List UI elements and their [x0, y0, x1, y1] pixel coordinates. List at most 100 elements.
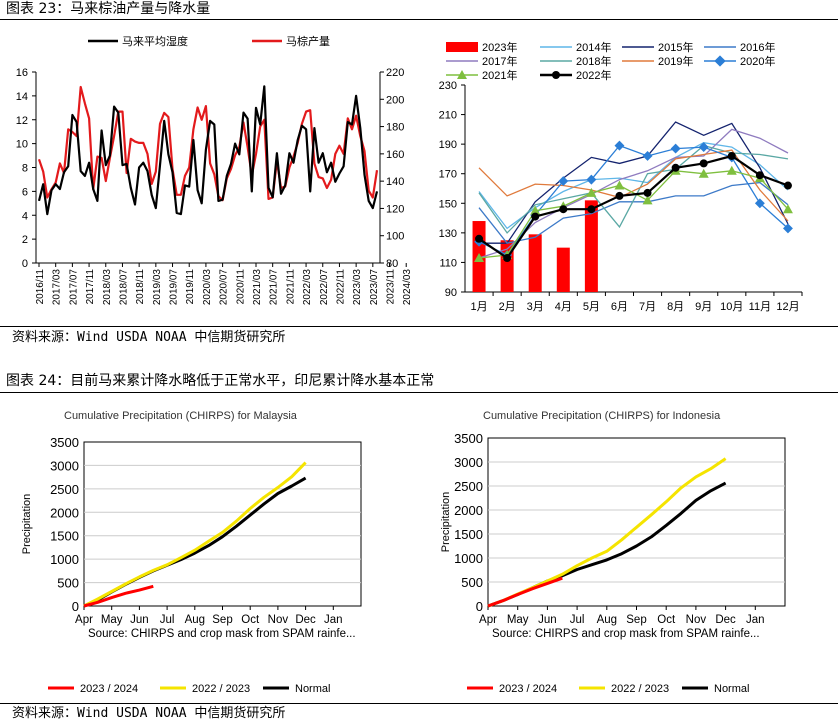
x-tick-label: 2017/03: [52, 269, 63, 306]
x-tick-label: 2022/03: [302, 269, 313, 306]
point-2022: [587, 205, 596, 214]
y-tick-label: 110: [439, 257, 457, 269]
point-2021: [782, 204, 793, 214]
x-tick-label: 4月: [555, 301, 572, 313]
series-line-2018年: [478, 144, 789, 234]
point-2021: [586, 187, 597, 197]
x-tick-label: 2022/11: [335, 269, 346, 305]
point-2022: [503, 253, 512, 262]
x-tick-label: 2017/11: [85, 269, 96, 305]
y-left-tick-label: 6: [22, 186, 28, 198]
chart-indonesia-precip: Cumulative Precipitation (CHIRPS) for In…: [440, 410, 786, 695]
point-2022: [615, 191, 624, 200]
y-left-tick-label: 8: [22, 163, 28, 175]
x-tick-label: Jun: [130, 614, 149, 626]
legend-marker: [457, 70, 467, 79]
x-tick-label: 2016/11: [35, 269, 46, 305]
point-2020: [670, 143, 681, 154]
x-tick-label: 2月: [499, 301, 516, 313]
x-tick-label: Sep: [212, 614, 232, 626]
series-line-2019年: [478, 149, 789, 222]
x-tick-label: 2019/03: [152, 269, 163, 306]
y-right-tick-label: 220: [386, 67, 404, 79]
point-2021: [474, 252, 485, 262]
y-tick-label: 500: [461, 575, 483, 590]
y-left-tick-label: 2: [22, 234, 28, 246]
y-right-tick-label: 80: [386, 258, 398, 270]
y-tick-label: 2500: [50, 482, 79, 497]
x-tick-label: 11月: [749, 301, 771, 313]
legend-marker: [552, 71, 560, 79]
legend-marker: [714, 55, 726, 67]
x-tick-label: 2023/07: [369, 269, 380, 306]
x-tick-label: Apr: [75, 614, 93, 626]
x-tick-label: 2023/11: [386, 269, 397, 305]
source-rule: [0, 326, 838, 327]
legend-label: Normal: [295, 683, 330, 695]
x-tick-label: 2022/07: [319, 269, 330, 306]
x-tick-label: 2018/03: [102, 269, 113, 306]
chart-humidity-vs-production: 马来平均湿度 马棕产量 0 2 4 6 8 10 12 14 16 80 100 120 140 160 180…: [16, 34, 413, 306]
legend-label: 2021年: [482, 68, 517, 82]
y-tick-label: 210: [439, 110, 457, 122]
x-tick-label: Jul: [160, 614, 175, 626]
x-tick-label: 9月: [695, 301, 712, 313]
point-2020: [783, 223, 793, 234]
x-tick-label: 2024/03: [402, 269, 413, 306]
point-2021: [530, 205, 541, 215]
series-line-2017年: [478, 128, 789, 259]
x-tick-label: 10月: [720, 301, 743, 313]
x-tick-label: 2017/07: [68, 269, 79, 306]
bar-2023: [584, 200, 598, 292]
point-2022: [531, 212, 540, 221]
y-tick-label: 130: [439, 228, 457, 240]
x-tick-label: 2020/07: [219, 269, 230, 306]
point-2022: [643, 188, 652, 197]
point-2020: [754, 198, 765, 209]
point-2022: [475, 234, 484, 243]
x-tick-label: Dec: [295, 614, 316, 626]
x-tick-label: 2019/11: [185, 269, 196, 305]
x-tick-label: Aug: [597, 614, 617, 626]
y-left-tick-label: 14: [16, 91, 28, 103]
legend-label: 2017年: [482, 54, 517, 68]
x-tick-label: Jun: [538, 614, 557, 626]
y-tick-label: 500: [57, 576, 79, 591]
x-tick-label: 2019/07: [169, 269, 180, 306]
x-tick-label: 2021/03: [252, 269, 263, 306]
x-tick-label: 6月: [611, 301, 628, 313]
y-left-tick-label: 12: [16, 115, 28, 127]
y-tick-label: 150: [439, 198, 457, 210]
y-tick-label: 3000: [454, 455, 483, 470]
x-tick-label: 2020/11: [235, 269, 246, 305]
figure-23-header: 图表 23：马来棕油产量与降水量: [6, 1, 211, 17]
y-left-tick-label: 10: [16, 139, 28, 151]
x-tick-label: 2020/03: [202, 269, 213, 306]
y-tick-label: 3500: [454, 431, 483, 446]
chart-title: Cumulative Precipitation (CHIRPS) for In…: [483, 410, 721, 422]
y-tick-label: 190: [439, 139, 457, 151]
figure-23-source: 资料来源：Wind USDA NOAA 中信期货研究所: [12, 330, 286, 345]
x-tick-label: 2021/11: [285, 269, 296, 305]
y-tick-label: 3500: [50, 435, 79, 450]
x-tick-label: Dec: [715, 614, 736, 626]
series-line-2022年: [478, 154, 789, 260]
y-tick-label: 0: [476, 599, 483, 614]
point-2022: [727, 151, 736, 160]
y-left-tick-label: 4: [22, 210, 28, 222]
point-2021: [698, 168, 709, 178]
chart-monthly-production: 2023年 2014年 2015年 2016年 2017年 2018年 2019年 2020年…: [439, 40, 803, 313]
x-tick-label: 2018/07: [118, 269, 129, 306]
y-right-tick-label: 180: [386, 122, 404, 134]
point-2021: [726, 165, 737, 175]
legend-palm-label: 马棕产量: [286, 34, 330, 48]
legend-label: 2023年: [482, 40, 517, 54]
series-line-2016年: [478, 181, 789, 244]
y-tick-label: 170: [439, 169, 457, 181]
y-tick-label: 1000: [50, 552, 79, 567]
chart-title: Cumulative Precipitation (CHIRPS) for Ma…: [64, 410, 298, 422]
point-2022: [699, 159, 708, 168]
series-line-2014年: [478, 142, 789, 230]
y-right-tick-label: 160: [386, 149, 404, 161]
y-tick-label: 1000: [454, 551, 483, 566]
